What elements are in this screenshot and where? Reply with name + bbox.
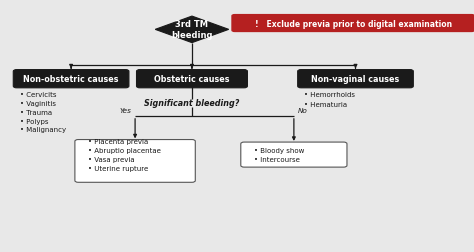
FancyBboxPatch shape <box>13 70 129 88</box>
Text: No: No <box>298 108 308 114</box>
Text: Yes: Yes <box>119 108 131 114</box>
FancyBboxPatch shape <box>298 70 413 88</box>
Text: Significant bleeding?: Significant bleeding? <box>144 99 240 108</box>
Text: Non-vaginal causes: Non-vaginal causes <box>311 75 400 84</box>
Text: • Bloody show
• Intercourse: • Bloody show • Intercourse <box>254 147 304 163</box>
Text: Obstetric causes: Obstetric causes <box>154 75 230 84</box>
FancyBboxPatch shape <box>75 140 195 182</box>
FancyBboxPatch shape <box>241 142 347 167</box>
Text: Non-obstetric causes: Non-obstetric causes <box>23 75 119 84</box>
Text: !   Exclude previa prior to digital examination: ! Exclude previa prior to digital examin… <box>255 19 452 28</box>
Text: • Cervicits
• Vaginitis
• Trauma
• Polyps
• Malignancy: • Cervicits • Vaginitis • Trauma • Polyp… <box>20 92 66 133</box>
Text: • Hemorrhoids
• Hematuria: • Hemorrhoids • Hematuria <box>304 92 356 107</box>
Polygon shape <box>155 17 229 43</box>
Text: 3rd TM
bleeding: 3rd TM bleeding <box>171 20 213 40</box>
FancyBboxPatch shape <box>137 70 247 88</box>
FancyBboxPatch shape <box>231 15 474 33</box>
Text: • Placenta previa
• Abruptio placentae
• Vasa previa
• Uterine rupture: • Placenta previa • Abruptio placentae •… <box>88 139 161 171</box>
